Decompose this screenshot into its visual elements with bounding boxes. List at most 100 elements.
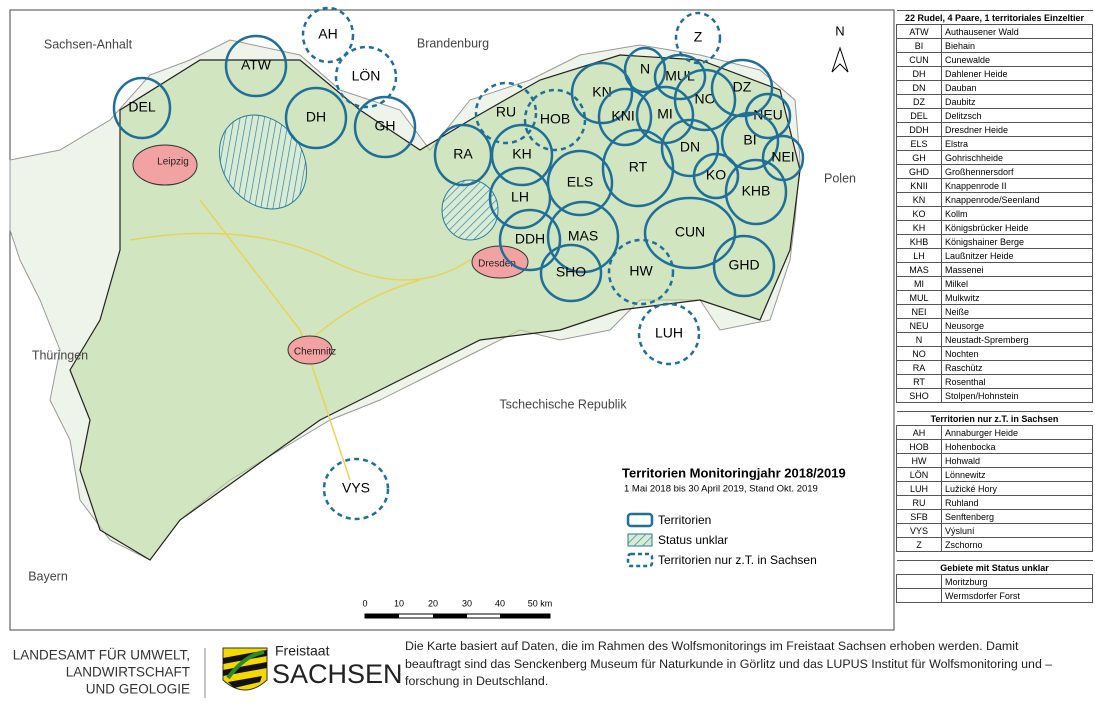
name-cell: Knappenrode/Seenland xyxy=(941,192,1093,207)
name-cell: Großhennersdorf xyxy=(941,164,1093,179)
code-cell: CUN xyxy=(896,52,942,67)
territory-label: NO xyxy=(695,91,716,107)
table-row: Moritzburg xyxy=(896,574,1093,589)
city-label: Dresden xyxy=(478,259,516,270)
territory-label: DZ xyxy=(733,79,752,95)
spacer xyxy=(897,552,1093,561)
territory xyxy=(539,243,603,303)
table-row: RT Rosenthal xyxy=(896,374,1093,389)
territory xyxy=(744,92,792,140)
section-title: 22 Rudel, 4 Paare, 1 territoriales Einze… xyxy=(896,10,1093,25)
empty-cell xyxy=(896,588,942,603)
table-row: Wermsdorfer Forst xyxy=(896,588,1093,603)
code-cell: RA xyxy=(896,360,942,375)
name-cell: Rosenthal xyxy=(941,374,1093,389)
territory-label: KNII xyxy=(611,108,638,124)
north-label: N xyxy=(835,23,844,38)
territory xyxy=(643,196,737,270)
code-cell: SFB xyxy=(896,509,942,524)
territory xyxy=(660,118,720,178)
territory-label: DDH xyxy=(515,231,545,247)
territory xyxy=(710,58,774,118)
table-row: NEU Neusorge xyxy=(896,318,1093,333)
territory-label: ATW xyxy=(241,57,272,73)
name-cell: Ruhland xyxy=(941,495,1093,510)
name-cell: Stolpen/Hohnstein xyxy=(941,388,1093,403)
name-cell: Authausener Wald xyxy=(941,24,1093,39)
territory-label: KN xyxy=(592,84,611,100)
section-title: Gebiete mit Status unklar xyxy=(896,560,1093,575)
legend-icon xyxy=(626,512,654,528)
territory xyxy=(112,76,172,140)
territory-label: SHO xyxy=(556,264,586,280)
table-row: DEL Delitzsch xyxy=(896,108,1093,123)
territory-label: ELS xyxy=(567,174,593,190)
name-cell: Biehain xyxy=(941,38,1093,53)
territory xyxy=(224,34,288,98)
table-row: ATW Authausener Wald xyxy=(896,24,1093,39)
name-cell: Wermsdorfer Forst xyxy=(941,588,1093,603)
table-row: RU Ruhland xyxy=(896,495,1093,510)
legend: Territorien Monitoringjahr 2018/2019 1 M… xyxy=(622,465,846,568)
state-label: SACHSEN xyxy=(272,659,403,689)
north-arrow xyxy=(831,46,849,73)
partial-territory xyxy=(334,45,398,109)
scale-bar xyxy=(365,614,399,618)
scale-label: 0 xyxy=(362,598,367,608)
agency-line: LANDESAMT FÜR UMWELT, xyxy=(13,648,190,663)
legend-icon xyxy=(627,533,653,547)
territory xyxy=(284,86,348,150)
code-cell: AH xyxy=(896,425,942,440)
territory-label: DH xyxy=(306,109,326,125)
region-label: Tschechische Republik xyxy=(499,397,627,411)
territory xyxy=(623,46,667,94)
code-cell: DZ xyxy=(896,94,942,109)
code-cell: NEI xyxy=(896,304,942,319)
territory-label: HW xyxy=(629,263,653,279)
name-cell: Königshainer Berge xyxy=(941,234,1093,249)
unclear-area xyxy=(441,179,499,241)
table-row: Z Zschorno xyxy=(896,537,1093,552)
name-cell: Gohrischheide xyxy=(941,150,1093,165)
territory xyxy=(712,234,776,298)
territory-label: RA xyxy=(453,146,473,162)
table-row: RA Raschütz xyxy=(896,360,1093,375)
code-cell: LUH xyxy=(896,481,942,496)
table-row: SHO Stolpen/Hohnstein xyxy=(896,388,1093,403)
name-cell: Massenei xyxy=(941,262,1093,277)
partial-territory xyxy=(322,457,390,521)
code-cell: DEL xyxy=(896,108,942,123)
spacer xyxy=(897,552,1093,561)
code-cell: DDH xyxy=(896,122,942,137)
name-cell: Dauban xyxy=(941,80,1093,95)
territory-label: AH xyxy=(318,26,337,42)
legend-label: Territorien nur z.T. in Sachsen xyxy=(658,553,817,567)
territory-label: KHB xyxy=(742,183,771,199)
scale-label: 50 km xyxy=(528,598,553,608)
agency-line: LANDWIRTSCHAFT xyxy=(66,665,190,680)
territory-label: Z xyxy=(694,29,703,45)
territory-label: MI xyxy=(657,106,673,122)
footer-note: Die Karte basiert auf Daten, die im Rahm… xyxy=(405,639,1053,688)
partial-territory xyxy=(674,11,722,65)
name-cell: Daubitz xyxy=(941,94,1093,109)
table-row: KH Königsbrücker Heide xyxy=(896,220,1093,235)
legend-label: Status unklar xyxy=(658,533,728,547)
table-row: HW Hohwald xyxy=(896,453,1093,468)
name-cell: Výsluní xyxy=(941,523,1093,538)
code-cell: MUL xyxy=(896,290,942,305)
empty-cell xyxy=(896,574,942,589)
table-row: KNII Knappenrode II xyxy=(896,178,1093,193)
name-cell: Königsbrücker Heide xyxy=(941,220,1093,235)
territory-label: CUN xyxy=(675,224,705,240)
scale-label: 30 xyxy=(462,598,472,608)
name-cell: Laußnitzer Heide xyxy=(941,248,1093,263)
partial-territory xyxy=(523,88,587,152)
territory xyxy=(673,68,737,132)
table-row: CUN Cunewalde xyxy=(896,52,1093,67)
territory-label: GHD xyxy=(728,257,759,273)
scale-label: 10 xyxy=(394,598,404,608)
code-cell: SHO xyxy=(896,388,942,403)
code-cell: N xyxy=(896,332,942,347)
scale-bar xyxy=(433,614,467,618)
